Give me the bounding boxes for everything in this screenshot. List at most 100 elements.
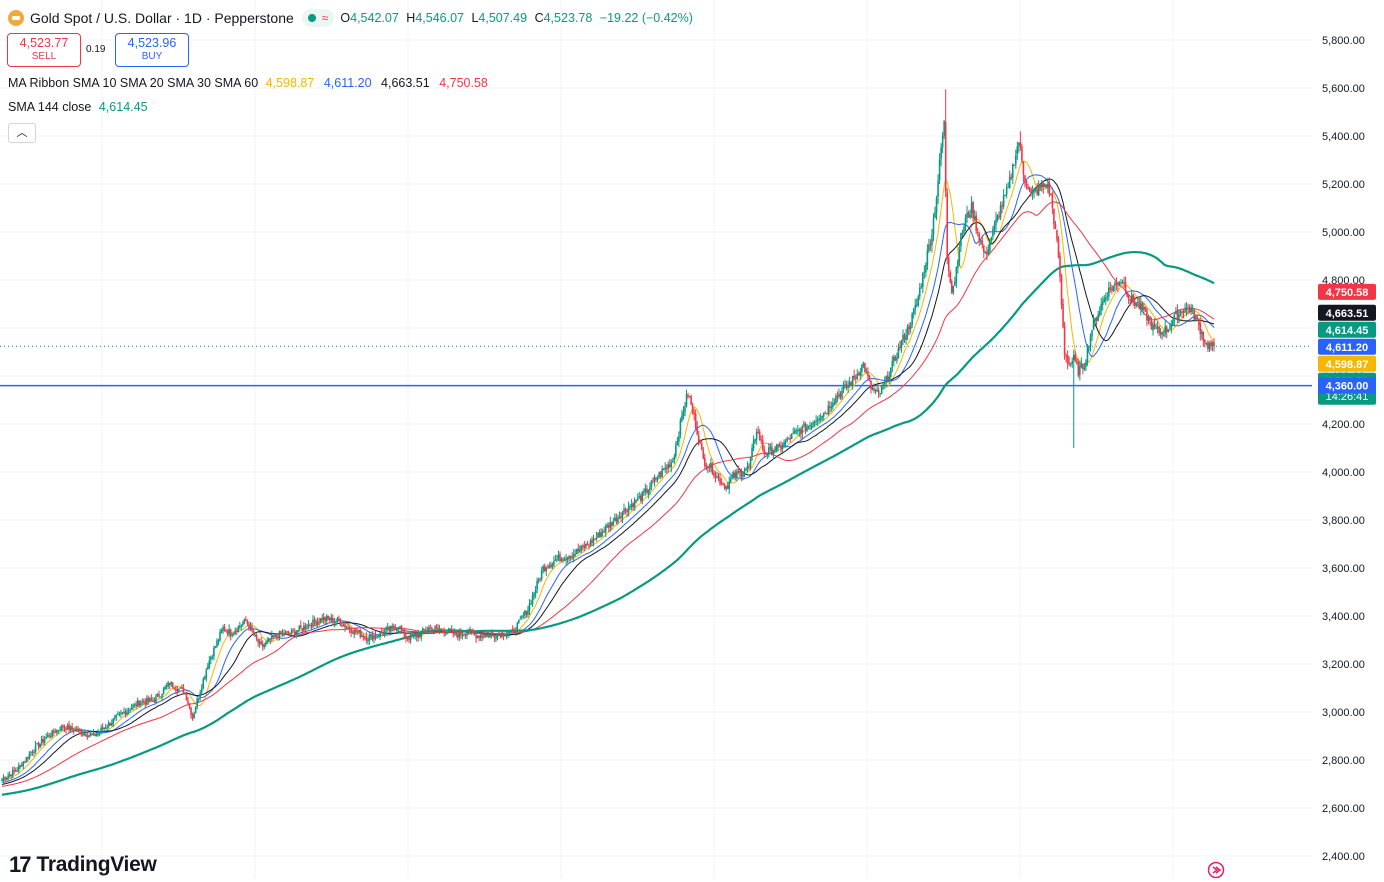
candle (1155, 323, 1157, 330)
symbol-title[interactable]: Gold Spot / U.S. Dollar · 1D · Peppersto… (30, 10, 294, 26)
candle-body (925, 264, 927, 273)
candle (883, 376, 886, 389)
candle-body (922, 272, 924, 288)
collapse-legend-button[interactable]: ︿ (8, 123, 36, 143)
candle-body (559, 554, 561, 562)
candle (746, 461, 749, 473)
candle-body (1207, 342, 1209, 349)
candle (926, 244, 929, 271)
candle-body (374, 634, 377, 637)
candle-body (418, 633, 421, 637)
candle-body (1114, 282, 1116, 286)
candle (60, 724, 63, 731)
candle-body (347, 627, 349, 629)
candle (768, 442, 770, 458)
candle (830, 401, 833, 412)
candle (252, 628, 255, 636)
candle-body (912, 309, 915, 314)
candle (760, 435, 763, 445)
y-tick-label: 5,400.00 (1322, 131, 1365, 143)
candle (639, 493, 642, 503)
candle-body (1053, 208, 1055, 225)
tradingview-logo[interactable]: 17 TradingView (9, 852, 157, 878)
candle (1103, 295, 1106, 303)
candle-body (702, 449, 705, 459)
sma144-legend[interactable]: SMA 144 close 4,614.45 (8, 100, 154, 114)
candle (1008, 170, 1011, 190)
candle (495, 633, 497, 642)
candle (967, 210, 970, 218)
candle (464, 633, 467, 640)
candle (463, 634, 465, 637)
candle-body (203, 677, 206, 680)
candle (510, 629, 512, 634)
candle (231, 632, 234, 638)
candle-body (873, 388, 875, 391)
candle (200, 684, 203, 695)
candle (104, 723, 107, 730)
candle (1013, 164, 1016, 167)
candle-body (43, 739, 46, 743)
candle (300, 620, 302, 629)
candle-body (403, 629, 406, 637)
candle-body (1065, 354, 1067, 357)
candle-body (92, 733, 95, 735)
candle-body (437, 627, 439, 630)
candle-body (242, 622, 244, 626)
candle-body (168, 683, 171, 686)
candle-body (572, 554, 575, 558)
sma10-value: 4,598.87 (265, 76, 315, 90)
candle (749, 456, 752, 471)
candle-body (1079, 366, 1081, 376)
candle (114, 714, 116, 721)
candle (511, 625, 514, 634)
candle-body (457, 634, 459, 638)
ma-ribbon-name: MA Ribbon (8, 76, 70, 90)
candle-body (432, 629, 435, 631)
candle (492, 631, 494, 637)
candle (888, 371, 891, 385)
candle-body (1011, 164, 1014, 179)
candle (998, 211, 1000, 220)
candle-body (597, 532, 599, 538)
candle-body (66, 725, 69, 730)
candle (396, 626, 398, 635)
candle (182, 684, 185, 695)
candle-body (222, 626, 224, 631)
candle-body (473, 633, 476, 635)
candle (574, 549, 577, 557)
candle-body (158, 694, 160, 697)
candle (582, 543, 584, 551)
buy-button[interactable]: 4,523.96 BUY (115, 33, 189, 67)
candle-body (969, 214, 971, 218)
price-label-bg (1318, 338, 1376, 355)
candle-body (774, 451, 776, 453)
candle (159, 696, 162, 698)
candle-body (458, 632, 461, 638)
candle (360, 631, 363, 638)
price-label: 4,614.45 (1326, 325, 1369, 337)
candle (473, 633, 476, 636)
candle-body (1191, 307, 1194, 309)
candle-body (213, 647, 215, 657)
candle-body (290, 630, 293, 634)
ma-ribbon-legend[interactable]: MA Ribbon SMA 10 SMA 20 SMA 30 SMA 60 4,… (8, 76, 494, 90)
candle-body (562, 559, 564, 561)
candle-body (938, 159, 941, 181)
candle (319, 617, 322, 624)
y-tick-label: 5,600.00 (1322, 83, 1365, 95)
candle-body (508, 631, 511, 633)
candle-body (1181, 310, 1183, 313)
candle (1077, 358, 1080, 378)
candle (655, 476, 657, 483)
sell-button[interactable]: 4,523.77 SELL (7, 33, 81, 67)
go-to-realtime-icon[interactable] (1207, 861, 1225, 879)
candle (1083, 363, 1086, 371)
candle-body (1109, 287, 1112, 290)
candle-body (54, 731, 57, 733)
candle-body (1141, 303, 1144, 310)
candle (168, 682, 171, 689)
market-status[interactable]: ≈ (301, 9, 335, 27)
candle (336, 616, 339, 625)
